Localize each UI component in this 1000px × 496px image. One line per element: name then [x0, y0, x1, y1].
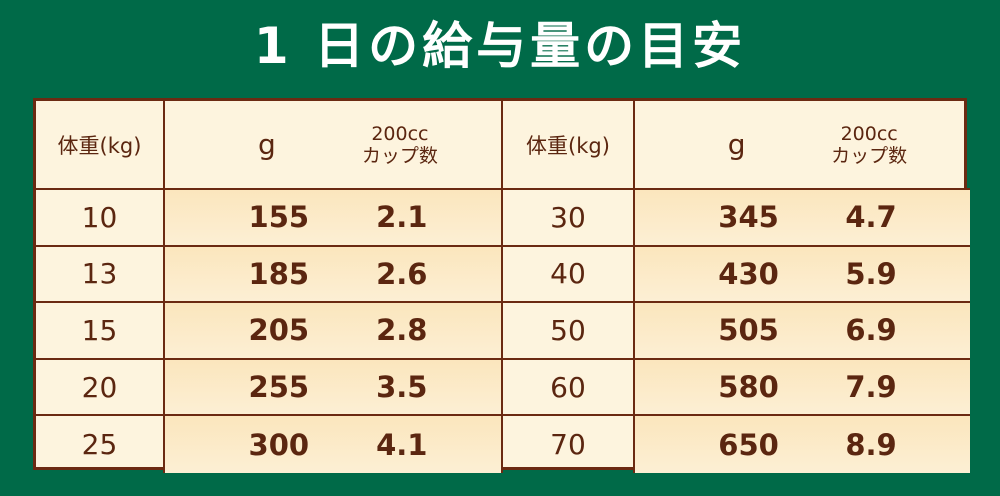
grams-cell: 505: [718, 313, 779, 348]
table-row-values: 300 4.1: [165, 416, 503, 473]
cups-cell: 4.7: [845, 200, 897, 235]
grams-cell: 580: [718, 370, 779, 405]
weight-cell: 25: [36, 416, 165, 473]
grams-cell: 345: [718, 200, 779, 235]
cups-cell: 2.8: [376, 313, 428, 348]
grams-cell: 155: [248, 200, 310, 235]
table-row-values: 205 2.8: [165, 303, 503, 360]
header-weight: 体重(kg): [36, 101, 165, 190]
grams-cell: 650: [718, 427, 779, 462]
cups-cell: 4.1: [376, 427, 428, 462]
table-row-values: 580 7.9: [635, 359, 970, 417]
weight-cell: 15: [36, 303, 165, 360]
table-row-values: 255 3.5: [165, 359, 503, 417]
header-cups-line1: 200cc: [371, 122, 429, 145]
header-grams: g: [727, 128, 746, 161]
grams-cell: 430: [718, 256, 779, 291]
page-title: 1 日の給与量の目安: [253, 17, 747, 75]
weight-cell: 13: [36, 246, 165, 304]
weight-cell: 20: [36, 359, 165, 417]
grams-cell: 300: [248, 427, 310, 462]
cups-cell: 2.1: [376, 200, 428, 235]
grams-cell: 185: [248, 256, 310, 291]
weight-cell: 10: [36, 190, 165, 247]
grams-cell: 205: [248, 313, 310, 348]
header-cups-line2: カップ数: [361, 144, 438, 167]
grams-cell: 255: [248, 370, 310, 405]
header-cups: 200cc カップ数: [362, 123, 438, 167]
header-cups-line2: カップ数: [831, 144, 908, 167]
header-cups-line1: 200cc: [840, 122, 898, 145]
cups-cell: 5.9: [845, 256, 897, 291]
header-grams: g: [258, 128, 276, 161]
feeding-table: 体重(kg) g 200cc カップ数 体重(kg) g 200cc カップ数 10…: [33, 98, 970, 473]
table-row-values: 185 2.6: [165, 246, 503, 304]
table-row-values: 650 8.9: [635, 416, 970, 473]
cups-cell: 3.5: [376, 370, 428, 405]
table-row-values: 505 6.9: [635, 303, 970, 360]
header-amount: g 200cc カップ数: [165, 101, 503, 190]
cups-cell: 7.9: [845, 370, 897, 405]
cups-cell: 6.9: [845, 313, 897, 348]
weight-cell: 70: [503, 416, 635, 473]
header-amount: g 200cc カップ数: [635, 101, 970, 190]
weight-cell: 30: [503, 190, 635, 247]
weight-cell: 50: [503, 303, 635, 360]
table-row-values: 155 2.1: [165, 190, 503, 247]
header-cups: 200cc カップ数: [831, 123, 907, 167]
cups-cell: 2.6: [376, 256, 428, 291]
table-row-values: 345 4.7: [635, 190, 970, 247]
weight-cell: 40: [503, 246, 635, 304]
cups-cell: 8.9: [845, 427, 897, 462]
table-row-values: 430 5.9: [635, 246, 970, 304]
weight-cell: 60: [503, 359, 635, 417]
header-weight: 体重(kg): [503, 101, 635, 190]
